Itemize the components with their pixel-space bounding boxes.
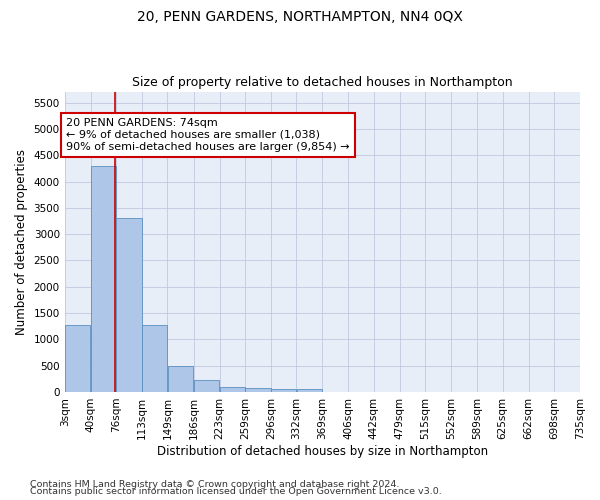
Bar bbox=[142, 325, 167, 392]
Bar bbox=[65, 325, 91, 392]
Y-axis label: Number of detached properties: Number of detached properties bbox=[15, 149, 28, 335]
X-axis label: Distribution of detached houses by size in Northampton: Distribution of detached houses by size … bbox=[157, 444, 488, 458]
Bar bbox=[220, 387, 245, 392]
Title: Size of property relative to detached houses in Northampton: Size of property relative to detached ho… bbox=[132, 76, 512, 90]
Bar bbox=[245, 388, 271, 392]
Bar bbox=[168, 366, 193, 392]
Text: 20 PENN GARDENS: 74sqm
← 9% of detached houses are smaller (1,038)
90% of semi-d: 20 PENN GARDENS: 74sqm ← 9% of detached … bbox=[66, 118, 350, 152]
Text: Contains HM Land Registry data © Crown copyright and database right 2024.: Contains HM Land Registry data © Crown c… bbox=[30, 480, 400, 489]
Bar bbox=[271, 389, 296, 392]
Bar bbox=[194, 380, 219, 392]
Bar bbox=[296, 389, 322, 392]
Text: 20, PENN GARDENS, NORTHAMPTON, NN4 0QX: 20, PENN GARDENS, NORTHAMPTON, NN4 0QX bbox=[137, 10, 463, 24]
Bar bbox=[91, 166, 116, 392]
Text: Contains public sector information licensed under the Open Government Licence v3: Contains public sector information licen… bbox=[30, 487, 442, 496]
Bar bbox=[116, 218, 142, 392]
